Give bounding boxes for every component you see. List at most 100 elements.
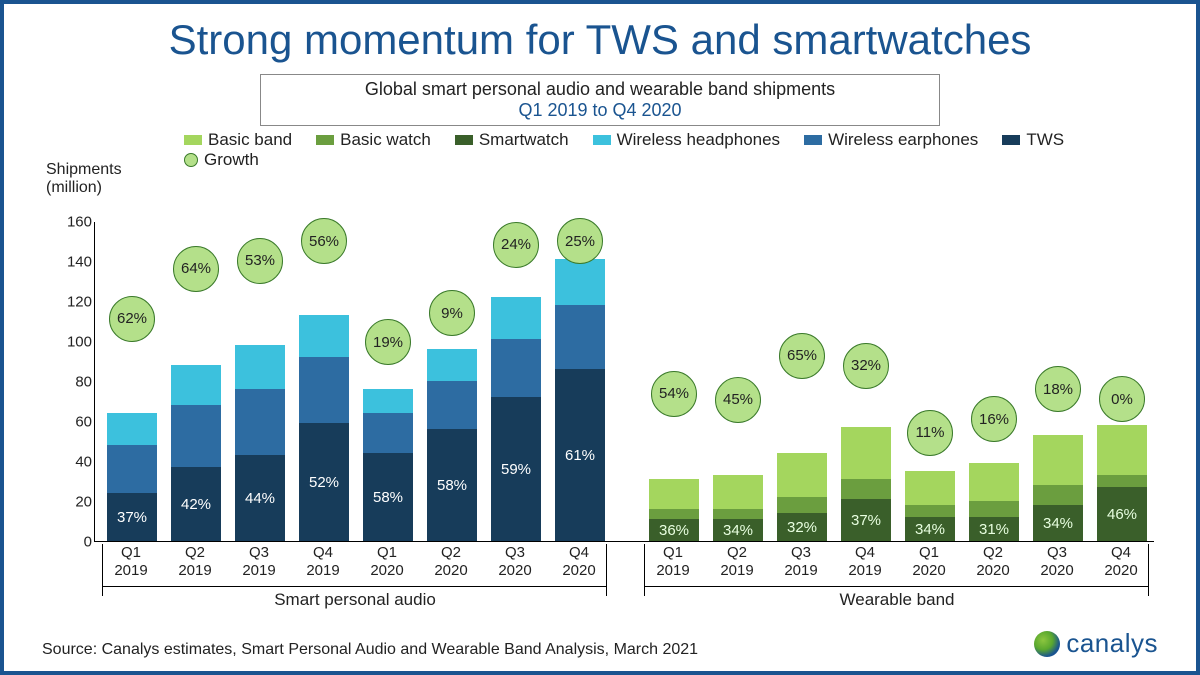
legend-item: Wireless headphones [593,130,780,150]
bar-segment-wireless_earphones [363,413,413,453]
group-tick [1148,544,1149,596]
bar-segment-basic_watch [1033,485,1083,505]
subtitle-box: Global smart personal audio and wearable… [260,74,940,126]
bar-segment-basic_band [1097,425,1147,475]
y-axis-label: Shipments(million) [46,161,122,198]
legend-item: TWS [1002,130,1064,150]
bar-pct-label: 52% [299,474,349,491]
legend-item: Wireless earphones [804,130,978,150]
growth-bubble: 56% [301,218,347,264]
y-tick: 100 [67,334,92,351]
x-tick-label: Q22019 [165,544,225,580]
growth-bubble: 25% [557,218,603,264]
group-label: Smart personal audio [255,590,455,610]
growth-bubble: 65% [779,333,825,379]
bar-segment-wireless_headphones [299,315,349,357]
chart-slide: Strong momentum for TWS and smartwatches… [0,0,1200,675]
bar-segment-basic_band [905,471,955,505]
y-tick: 140 [67,254,92,271]
legend-swatch [184,135,202,145]
legend-label: TWS [1026,130,1064,150]
bar-segment-basic_watch [777,497,827,513]
legend: Basic bandBasic watchSmartwatchWireless … [184,130,1156,170]
legend-label: Basic watch [340,130,431,150]
x-tick-label: Q42019 [293,544,353,580]
legend-swatch [184,153,198,167]
y-tick: 20 [75,494,92,511]
x-tick-label: Q12019 [101,544,161,580]
bar-segment-wireless_earphones [491,339,541,397]
bar-segment-basic_watch [649,509,699,519]
legend-item: Basic watch [316,130,431,150]
bar-segment-wireless_headphones [107,413,157,445]
growth-bubble: 9% [429,290,475,336]
bar-segment-wireless_headphones [555,259,605,305]
y-tick: 80 [75,374,92,391]
legend-item: Growth [184,150,259,170]
bar-pct-label: 34% [1033,515,1083,532]
bar-segment-wireless_earphones [107,445,157,493]
group-tick [102,544,103,596]
bar-segment-wireless_earphones [171,405,221,467]
growth-bubble: 62% [109,296,155,342]
page-title: Strong momentum for TWS and smartwatches [4,4,1196,64]
bar-segment-wireless_earphones [235,389,285,455]
plot-area: 37%62%42%64%44%53%52%56%58%19%58%9%59%24… [94,222,1154,542]
growth-bubble: 54% [651,371,697,417]
bar-pct-label: 37% [841,512,891,529]
group-hline [102,586,606,587]
growth-bubble: 45% [715,377,761,423]
x-tick-label: Q22020 [963,544,1023,580]
bar-segment-basic_band [841,427,891,479]
bar-segment-wireless_headphones [171,365,221,405]
source-footer: Source: Canalys estimates, Smart Persona… [42,641,698,659]
growth-bubble: 19% [365,319,411,365]
legend-label: Wireless earphones [828,130,978,150]
bar-segment-wireless_earphones [555,305,605,369]
y-axis: 020406080100120140160 [44,222,92,542]
canalys-logo: canalys [1034,628,1158,659]
legend-label: Growth [204,150,259,170]
bar-segment-wireless_earphones [427,381,477,429]
bar-pct-label: 31% [969,521,1019,538]
group-hline [644,586,1148,587]
x-tick-label: Q42019 [835,544,895,580]
x-tick-label: Q42020 [549,544,609,580]
y-tick: 160 [67,214,92,231]
x-tick-label: Q32019 [229,544,289,580]
group-tick [606,544,607,596]
legend-swatch [316,135,334,145]
legend-swatch [593,135,611,145]
bar-pct-label: 32% [777,519,827,536]
logo-text: canalys [1066,628,1158,659]
bar-segment-basic_watch [1097,475,1147,487]
bar-pct-label: 42% [171,496,221,513]
bar-segment-basic_watch [841,479,891,499]
x-tick-label: Q12020 [899,544,959,580]
legend-item: Smartwatch [455,130,569,150]
growth-bubble: 53% [237,238,283,284]
bar-pct-label: 44% [235,490,285,507]
growth-bubble: 32% [843,343,889,389]
bar-segment-basic_band [969,463,1019,501]
x-tick-label: Q22020 [421,544,481,580]
group-label: Wearable band [797,590,997,610]
legend-swatch [455,135,473,145]
bar-segment-wireless_earphones [299,357,349,423]
chart-area: 020406080100120140160 37%62%42%64%44%53%… [94,222,1154,542]
growth-bubble: 16% [971,396,1017,442]
bar-pct-label: 61% [555,447,605,464]
x-tick-label: Q32020 [1027,544,1087,580]
bar-segment-basic_watch [713,509,763,519]
x-tick-label: Q22019 [707,544,767,580]
bar-segment-basic_band [1033,435,1083,485]
bar-pct-label: 37% [107,509,157,526]
growth-bubble: 18% [1035,366,1081,412]
bar-pct-label: 58% [427,477,477,494]
bar-segment-basic_band [713,475,763,509]
bar-pct-label: 59% [491,461,541,478]
x-tick-label: Q32020 [485,544,545,580]
growth-bubble: 11% [907,410,953,456]
bar-segment-wireless_headphones [491,297,541,339]
growth-bubble: 0% [1099,376,1145,422]
